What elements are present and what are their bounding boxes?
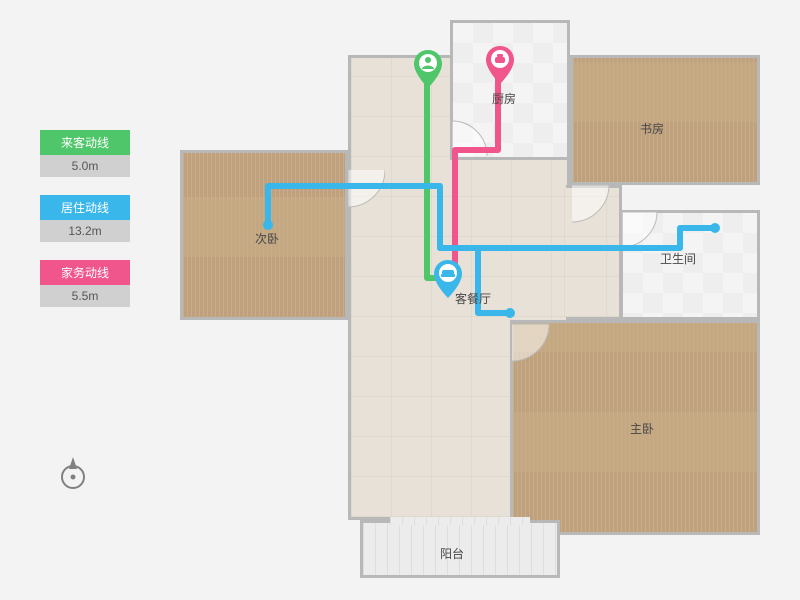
- legend-value: 5.5m: [40, 285, 130, 307]
- compass-icon: [55, 455, 91, 491]
- door-master-bedroom: [512, 322, 552, 362]
- legend-label: 居住动线: [40, 195, 130, 220]
- legend-label: 来客动线: [40, 130, 130, 155]
- marker-entry-icon: [414, 50, 442, 88]
- legend-value: 13.2m: [40, 220, 130, 242]
- legend-item-visitor: 来客动线 5.0m: [40, 130, 130, 177]
- room-study: [570, 55, 760, 185]
- legend-label: 家务动线: [40, 260, 130, 285]
- legend-item-living: 居住动线 13.2m: [40, 195, 130, 242]
- legend-item-housework: 家务动线 5.5m: [40, 260, 130, 307]
- marker-kitchen-icon: [486, 46, 514, 84]
- floorplan: 次卧 厨房 书房 卫生间 客餐厅 主卧 阳台: [180, 20, 780, 580]
- label-balcony: 阳台: [440, 545, 464, 562]
- legend: 来客动线 5.0m 居住动线 13.2m 家务动线 5.5m: [40, 130, 130, 325]
- label-secondary-bedroom: 次卧: [255, 230, 279, 247]
- door-study: [572, 183, 612, 223]
- label-bathroom: 卫生间: [660, 250, 696, 267]
- label-master-bedroom: 主卧: [630, 420, 654, 437]
- door-bathroom: [620, 212, 658, 250]
- door-secondary-bedroom: [345, 170, 385, 210]
- balcony-opening: [390, 517, 530, 525]
- label-study: 书房: [640, 120, 664, 137]
- door-kitchen: [452, 120, 490, 158]
- label-living: 客餐厅: [455, 290, 491, 307]
- legend-value: 5.0m: [40, 155, 130, 177]
- label-kitchen: 厨房: [492, 90, 516, 107]
